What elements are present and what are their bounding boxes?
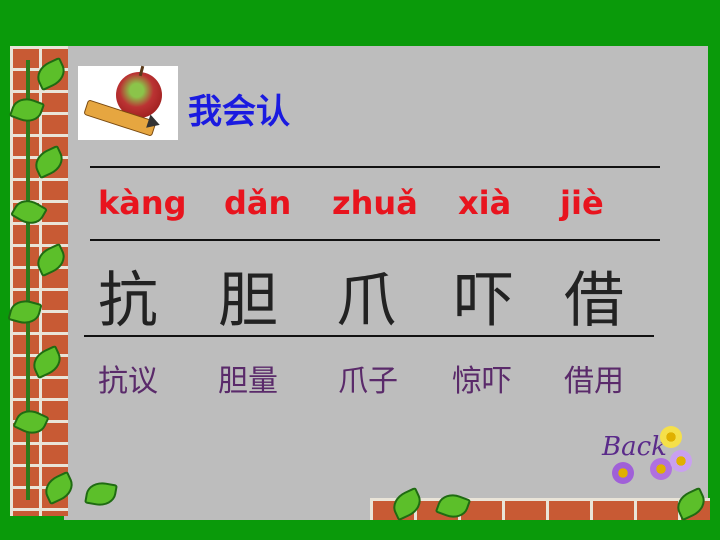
pinyin-item: jiè xyxy=(560,184,604,222)
word-item: 爪子 xyxy=(338,364,398,399)
pinyin-item: zhuǎ xyxy=(332,184,418,222)
flower-icon xyxy=(670,450,692,472)
vine-stem xyxy=(26,60,30,500)
divider-top xyxy=(90,166,660,168)
back-button[interactable]: Back xyxy=(598,424,694,488)
divider-bottom xyxy=(84,335,654,337)
character-item: 爪 xyxy=(336,266,396,336)
word-item: 借用 xyxy=(564,364,624,399)
character-item: 抗 xyxy=(98,266,158,336)
word-item: 胆量 xyxy=(218,364,278,399)
character-item: 胆 xyxy=(218,266,278,336)
brick-wall-left xyxy=(10,46,68,516)
character-item: 吓 xyxy=(454,266,514,336)
flower-icon xyxy=(650,458,672,480)
flower-icon xyxy=(612,462,634,484)
word-item: 抗议 xyxy=(98,364,158,399)
pinyin-item: dǎn xyxy=(224,184,292,222)
page-title: 我会认 xyxy=(188,92,290,132)
character-item: 借 xyxy=(564,266,624,336)
word-item: 惊吓 xyxy=(452,364,512,399)
flower-icon xyxy=(660,426,682,448)
character-row: 抗 胆 爪 吓 借 xyxy=(90,252,670,336)
words-row: 抗议 胆量 爪子 惊吓 借用 xyxy=(90,356,670,406)
pinyin-item: kàng xyxy=(98,184,187,222)
pinyin-row: kàng dǎn zhuǎ xià jiè xyxy=(90,184,670,234)
apple-pencil-icon xyxy=(78,65,178,140)
back-label: Back xyxy=(602,432,667,462)
divider-middle xyxy=(90,239,660,241)
pinyin-item: xià xyxy=(458,184,512,222)
